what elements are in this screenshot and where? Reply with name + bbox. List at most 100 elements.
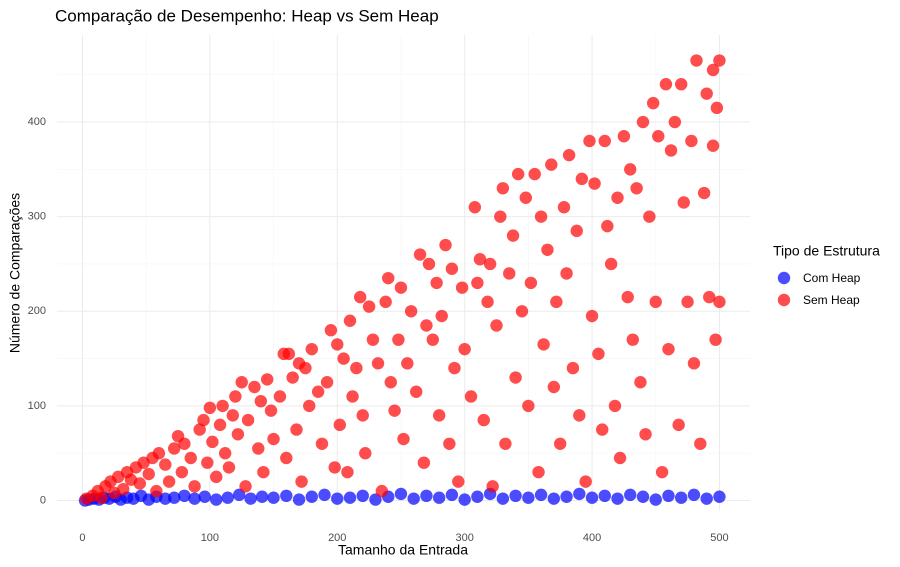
point bbox=[299, 361, 312, 375]
point bbox=[706, 139, 720, 152]
point bbox=[534, 210, 548, 223]
point bbox=[592, 347, 605, 361]
point bbox=[477, 413, 490, 427]
point bbox=[397, 432, 410, 446]
point bbox=[690, 54, 703, 67]
point bbox=[430, 276, 443, 290]
point bbox=[159, 492, 172, 505]
point bbox=[534, 488, 548, 502]
point bbox=[624, 163, 637, 176]
x-tick-label: 100 bbox=[201, 532, 219, 544]
point bbox=[522, 399, 535, 413]
point bbox=[175, 465, 189, 479]
point bbox=[206, 435, 219, 449]
point bbox=[133, 477, 147, 490]
point bbox=[95, 491, 108, 504]
point bbox=[655, 465, 669, 479]
legend-swatch bbox=[777, 293, 791, 307]
point bbox=[560, 267, 573, 280]
point bbox=[359, 447, 372, 460]
point bbox=[547, 380, 561, 394]
point bbox=[407, 492, 420, 505]
point bbox=[210, 493, 223, 506]
point bbox=[252, 442, 265, 455]
point bbox=[420, 319, 433, 332]
point bbox=[264, 404, 278, 417]
point bbox=[375, 484, 389, 498]
point bbox=[630, 182, 643, 195]
point bbox=[557, 201, 571, 214]
x-tick-label: 300 bbox=[455, 532, 473, 544]
x-tick-label: 0 bbox=[79, 532, 85, 544]
point bbox=[675, 491, 688, 504]
point bbox=[464, 390, 478, 403]
point bbox=[394, 487, 408, 501]
point bbox=[713, 54, 726, 67]
point bbox=[652, 130, 665, 143]
point bbox=[483, 257, 497, 271]
point bbox=[305, 490, 318, 503]
point bbox=[522, 491, 535, 504]
x-tick-label: 400 bbox=[583, 532, 601, 544]
point bbox=[117, 482, 130, 496]
point bbox=[167, 442, 181, 455]
point bbox=[687, 488, 701, 502]
point bbox=[598, 134, 611, 148]
point bbox=[639, 428, 652, 441]
point bbox=[713, 295, 726, 309]
point bbox=[596, 423, 609, 436]
point bbox=[685, 134, 698, 148]
point bbox=[392, 333, 405, 346]
point bbox=[662, 342, 675, 356]
point bbox=[443, 437, 456, 450]
point bbox=[468, 201, 482, 214]
point bbox=[672, 418, 685, 432]
point bbox=[585, 309, 599, 323]
point bbox=[506, 229, 520, 242]
point bbox=[366, 333, 380, 346]
point bbox=[248, 380, 261, 394]
point bbox=[388, 404, 401, 417]
point bbox=[331, 492, 344, 505]
x-tick-label: 500 bbox=[710, 532, 728, 544]
point bbox=[545, 158, 558, 171]
point bbox=[649, 493, 662, 506]
point bbox=[432, 491, 446, 504]
point bbox=[709, 333, 722, 346]
point bbox=[394, 281, 408, 294]
point bbox=[710, 101, 724, 115]
point bbox=[331, 338, 344, 351]
point bbox=[337, 352, 350, 365]
point bbox=[382, 271, 395, 285]
point bbox=[210, 470, 223, 484]
point bbox=[162, 475, 176, 488]
point bbox=[328, 461, 341, 474]
point bbox=[350, 361, 363, 375]
point bbox=[401, 357, 414, 370]
point bbox=[659, 78, 673, 91]
point bbox=[404, 305, 418, 318]
point bbox=[273, 390, 287, 403]
point bbox=[432, 409, 446, 422]
point bbox=[490, 319, 503, 332]
point bbox=[636, 115, 650, 129]
point bbox=[524, 276, 538, 290]
point bbox=[356, 489, 369, 503]
point bbox=[608, 399, 622, 413]
point bbox=[519, 191, 532, 204]
point bbox=[547, 492, 561, 505]
point bbox=[503, 267, 516, 280]
point bbox=[235, 376, 248, 389]
point bbox=[280, 451, 293, 465]
point bbox=[320, 376, 334, 389]
point bbox=[455, 281, 469, 294]
point bbox=[343, 314, 357, 327]
point bbox=[333, 418, 347, 432]
chart-title: Comparação de Desempenho: Heap vs Sem He… bbox=[55, 6, 439, 25]
point bbox=[267, 432, 280, 446]
point bbox=[417, 456, 431, 469]
point bbox=[626, 333, 640, 346]
point bbox=[511, 167, 525, 181]
point bbox=[422, 257, 436, 271]
point bbox=[668, 115, 682, 129]
